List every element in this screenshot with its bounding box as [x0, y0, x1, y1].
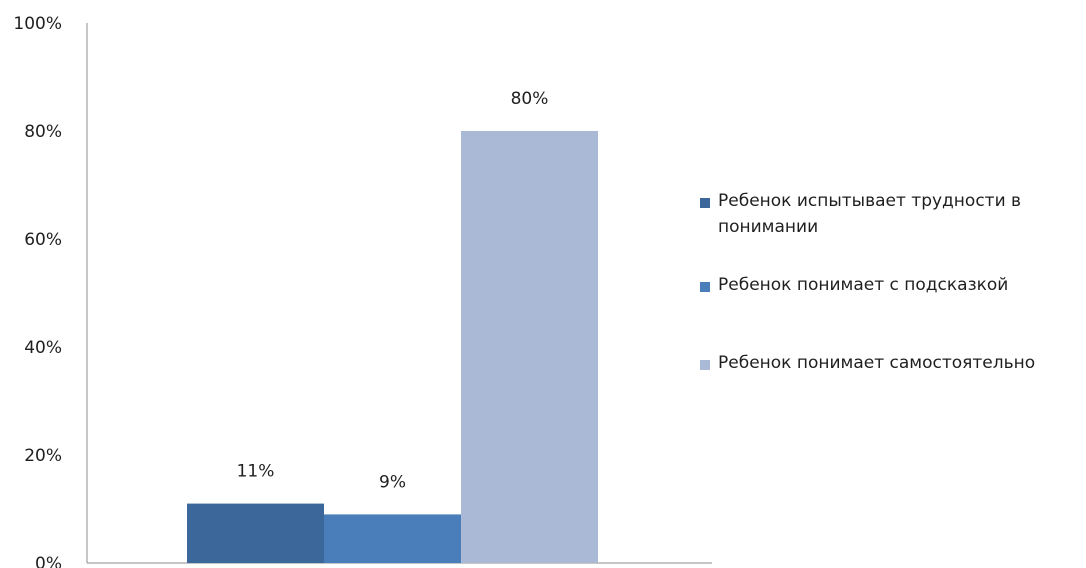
y-tick-label: 20% — [24, 446, 62, 466]
data-label: 80% — [511, 89, 549, 109]
y-tick-label: 0% — [35, 554, 62, 568]
bar — [187, 503, 324, 563]
y-tick-label: 100% — [13, 14, 62, 34]
legend-label-independent: Ребенок понимает самостоятельно — [718, 353, 1036, 373]
bar — [324, 514, 461, 563]
legend-item-with-hint: Ребенок понимает с подсказкой — [700, 275, 1078, 298]
data-label: 9% — [379, 472, 406, 492]
legend-swatch-difficulty — [700, 198, 710, 208]
legend-swatch-with-hint — [700, 282, 710, 292]
y-tick-label: 60% — [24, 230, 62, 250]
legend-label-with-hint: Ребенок понимает с подсказкой — [718, 275, 1009, 295]
legend-item-difficulty: Ребенок испытывает трудности в понимании — [700, 191, 1058, 240]
bar — [461, 131, 598, 563]
legend-label-difficulty: Ребенок испытывает трудности в понимании — [718, 191, 1022, 237]
data-label: 11% — [237, 462, 275, 482]
y-tick-label: 40% — [24, 338, 62, 358]
y-tick-label: 80% — [24, 122, 62, 142]
legend-item-independent: Ребенок понимает самостоятельно — [700, 353, 1078, 376]
legend-swatch-independent — [700, 360, 710, 370]
